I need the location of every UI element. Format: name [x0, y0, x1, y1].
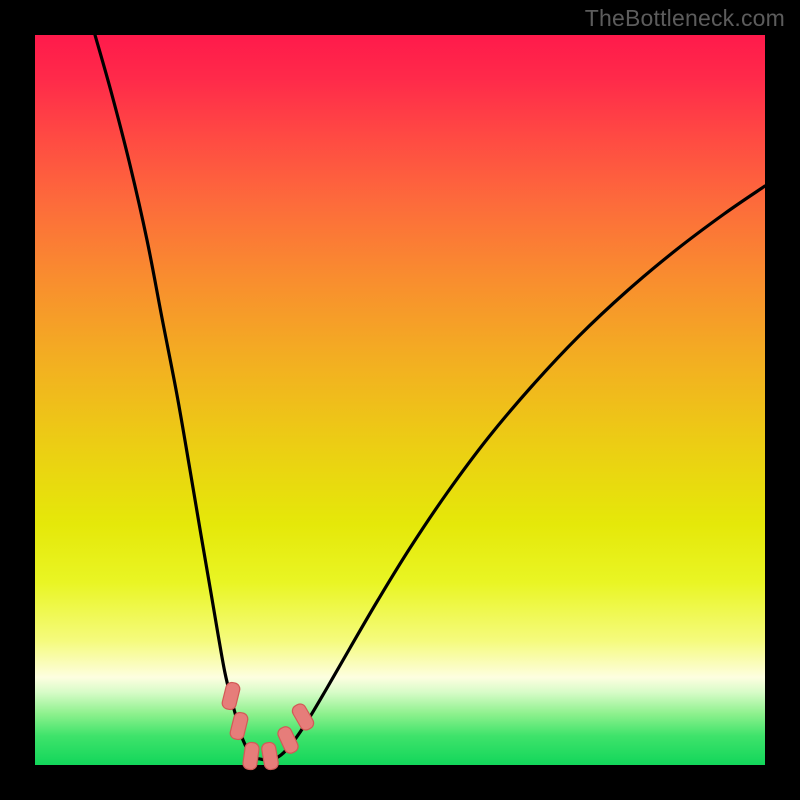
gradient-background: [35, 35, 765, 765]
watermark-text: TheBottleneck.com: [585, 5, 785, 32]
chart-stage: TheBottleneck.com: [0, 0, 800, 800]
chart-svg: [0, 0, 800, 800]
